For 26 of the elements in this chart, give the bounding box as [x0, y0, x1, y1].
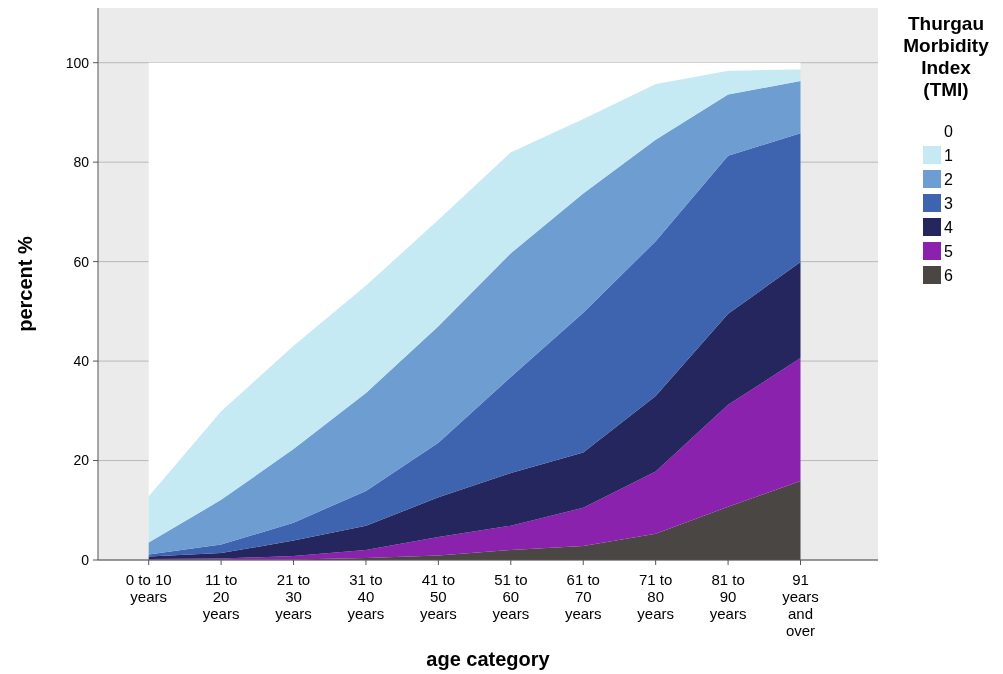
x-tick-label: 51 to 60 years — [492, 571, 530, 622]
legend-label: 5 — [944, 242, 953, 260]
y-tick-label: 20 — [73, 452, 90, 469]
x-tick-label: 41 to 50 years — [420, 571, 457, 622]
x-tick-label: 71 to 80 years — [637, 571, 674, 622]
x-axis-title: age category — [426, 648, 551, 670]
y-axis-title: percent % — [14, 235, 36, 332]
y-tick-label: 80 — [73, 154, 90, 171]
y-tick-label: 100 — [65, 54, 90, 71]
x-tick-label: 81 to 90 years — [709, 571, 747, 622]
legend-label: 1 — [944, 146, 953, 164]
legend-label: 4 — [944, 218, 953, 236]
text: 0 — [944, 122, 953, 140]
x-tick-label: 31 to 40 years — [347, 571, 385, 622]
x-tick-label: 21 to 30 years — [275, 571, 312, 622]
legend-label: 6 — [944, 266, 953, 284]
y-tick-label: 40 — [73, 352, 90, 369]
x-tick-label: 0 to 10 years — [125, 571, 172, 605]
legend-label: 2 — [944, 170, 953, 188]
legend-title: Thurgau Morbidity Index (TMI) — [903, 13, 990, 100]
x-tick-label: 11 to 20 years — [202, 571, 240, 622]
y-tick-label: 60 — [73, 253, 90, 270]
x-tick-label: 61 to 70 years — [564, 571, 602, 622]
y-tick-label: 0 — [81, 551, 90, 568]
legend-label: 3 — [944, 194, 953, 212]
x-tick-label: 91 years and over — [782, 571, 819, 639]
